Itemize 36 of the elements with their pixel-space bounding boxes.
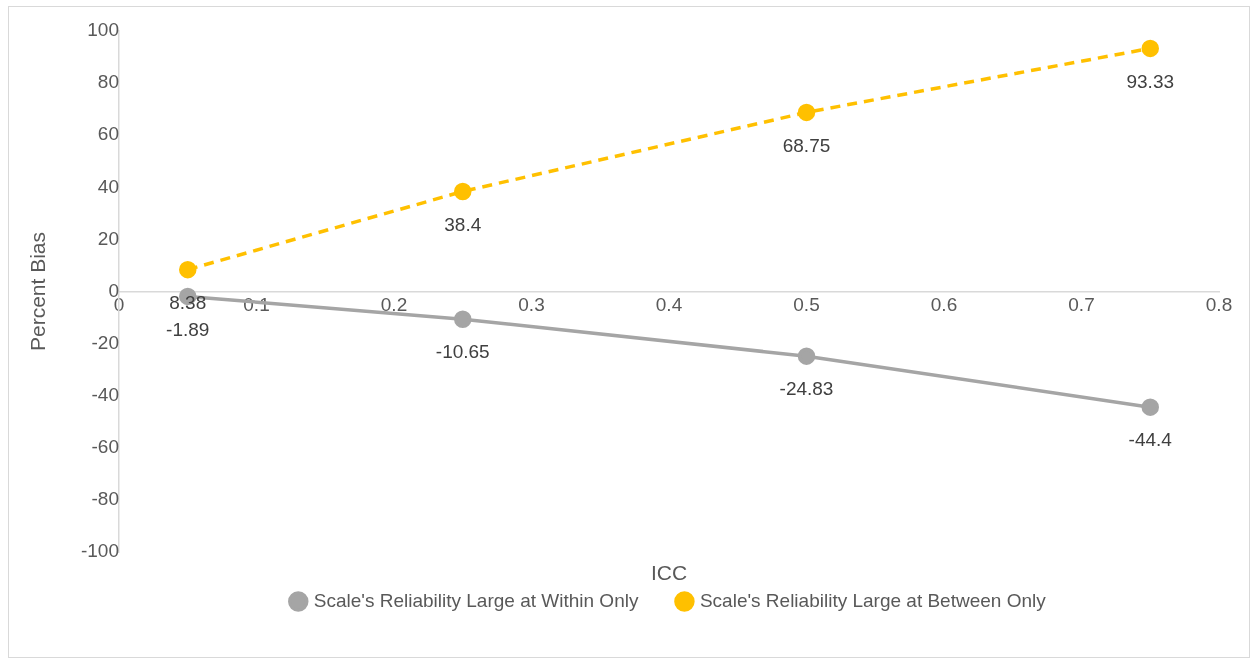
x-tick-label: 0.2 [380,294,408,316]
y-tick-label: -80 [91,488,119,510]
x-tick-label: 0.5 [793,294,820,316]
legend-label: Scale's Reliability Large at Between Only [699,589,1047,611]
point [454,310,472,328]
data-label: -24.83 [779,378,834,400]
x-tick-label: 0.3 [518,294,545,316]
data-label: 8.38 [169,291,207,313]
y-tick-label: 60 [97,123,119,145]
data-label: 68.75 [782,134,831,156]
y-tick-label: 20 [97,227,119,249]
point [454,182,472,201]
data-label: 38.4 [444,213,482,235]
y-tick-label: 80 [97,71,119,93]
y-tick-label: -20 [91,331,119,353]
data-label: -10.65 [435,341,490,363]
point [797,347,816,365]
y-tick-label: -60 [91,436,119,458]
y-tick-label: 100 [87,19,119,41]
point [179,260,197,279]
y-tick-label: 40 [97,175,119,197]
data-label: 93.33 [1126,70,1175,92]
x-axis-title: ICC [650,560,688,584]
legend-label: Scale's Reliability Large at Within Only [313,589,639,611]
data-label: -44.4 [1128,429,1173,451]
y-tick-label: -100 [80,540,119,562]
y-tick-label: -40 [91,383,119,405]
x-tick-label: 0.7 [1068,294,1095,316]
x-tick-label: 0.8 [1205,294,1233,316]
point [1141,398,1159,416]
data-label: -1.89 [166,318,210,340]
x-tick-label: 0.6 [930,294,958,316]
y-axis-title: Percent Bias [25,231,49,352]
point [1141,39,1159,58]
point [797,103,816,122]
x-tick-label: 0.4 [655,294,683,316]
